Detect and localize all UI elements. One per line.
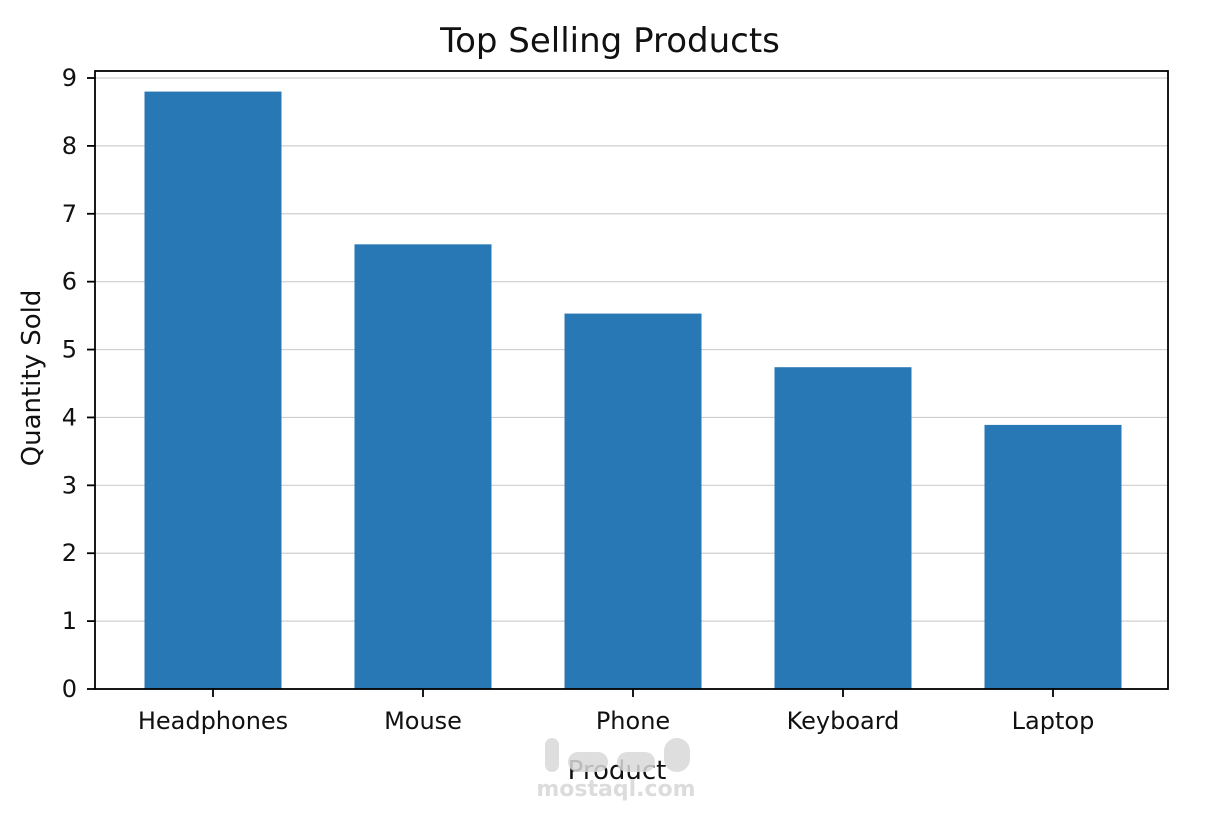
y-tick-label: 9 [62,64,77,92]
watermark-glyph [664,738,690,772]
x-tick-label: Phone [596,707,670,735]
bar-keyboard [774,367,912,689]
y-tick-label: 6 [62,268,77,296]
watermark-glyph [545,738,559,772]
x-tick-label: Headphones [138,707,288,735]
plot-frame [94,70,1169,690]
y-tick-label: 1 [62,607,77,635]
x-tick-label: Mouse [384,707,462,735]
watermark-logo: mostaql.com [536,738,696,802]
x-axis-ticks: Headphones Mouse Phone Keyboard Laptop [138,689,1095,735]
x-tick-label: Keyboard [787,707,900,735]
y-tick-label: 7 [62,200,77,228]
y-tick-label: 2 [62,539,77,567]
y-tick-label: 3 [62,471,77,499]
y-tick-label: 0 [62,675,77,703]
watermark-glyph [568,752,608,772]
y-tick-label: 8 [62,132,77,160]
bars [144,91,1122,690]
watermark-glyph [617,752,655,772]
y-tick-label: 5 [62,336,77,364]
watermark-text: mostaql.com [536,777,695,802]
chart-title: Top Selling Products [439,21,780,61]
bar-phone [564,313,702,689]
bar-mouse [354,244,492,690]
x-tick-label: Laptop [1012,707,1095,735]
y-tick-label: 4 [62,403,77,431]
bar-laptop [984,424,1122,689]
y-axis-label: Quantity Sold [17,290,47,467]
bar-headphones [144,91,282,690]
y-axis-ticks: 0 1 2 3 4 5 6 7 8 9 [62,64,95,703]
